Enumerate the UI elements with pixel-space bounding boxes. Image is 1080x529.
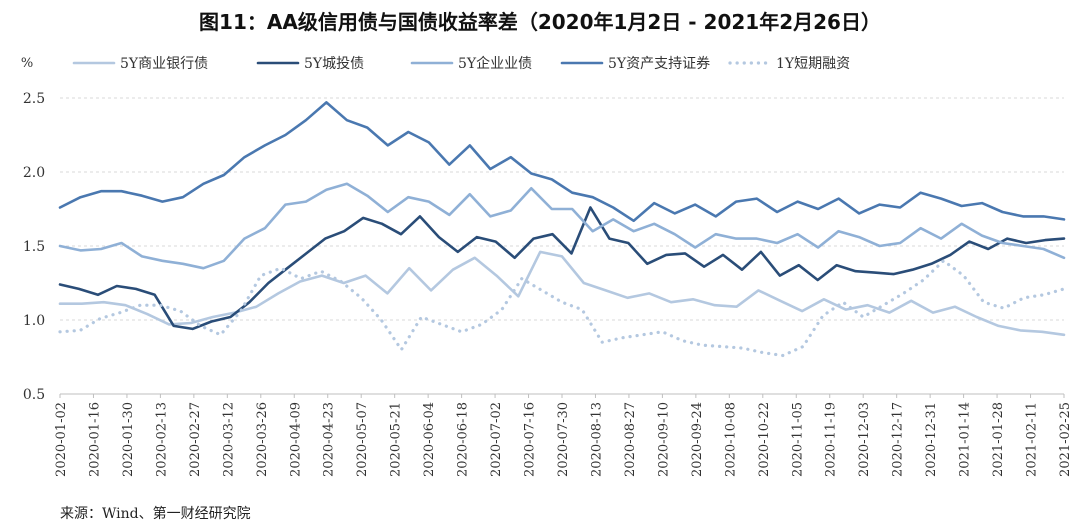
- y-tick-label: 2.0: [23, 165, 45, 181]
- x-tick-label: 2020-05-07: [355, 402, 370, 477]
- y-tick-label: 0.5: [23, 387, 45, 403]
- x-tick-label: 2020-04-09: [288, 402, 303, 477]
- series-group: [58, 101, 1066, 358]
- x-tick-label: 2020-11-19: [824, 402, 839, 477]
- legend-label: 5Y城投债: [304, 56, 364, 72]
- series-line-5: [58, 259, 1066, 358]
- source-note: 来源：Wind、第一财经研究院: [60, 506, 251, 522]
- x-tick-label: 2020-11-05: [790, 402, 805, 477]
- y-unit-label: %: [21, 56, 33, 71]
- series-line-1: [58, 250, 1066, 337]
- x-tick-label: 2020-12-17: [891, 402, 906, 477]
- x-tick-label: 2020-02-27: [188, 402, 203, 477]
- legend-label: 5Y资产支持证券: [608, 56, 710, 72]
- x-tick-label: 2020-09-24: [690, 402, 705, 477]
- x-tick-label: 2020-07-30: [556, 402, 571, 477]
- x-tick-label: 2020-08-27: [623, 402, 638, 477]
- series-line-3: [58, 182, 1066, 270]
- x-tick-label: 2020-06-04: [422, 402, 437, 477]
- x-tick-label: 2020-01-30: [121, 402, 136, 477]
- x-tick-label: 2021-01-28: [991, 402, 1006, 477]
- x-tick-label: 2020-03-12: [221, 402, 236, 477]
- y-axis: 0.5 1.0 1.5 2.0 2.5%: [21, 56, 45, 403]
- x-tick-label: 2020-03-26: [255, 402, 270, 477]
- x-tick-label: 2020-08-13: [589, 402, 604, 477]
- y-tick-label: 1.0: [23, 313, 45, 329]
- spread-line-chart: 0.51.01.52.02.5% 2020-01-02 2020-01-16 202…: [21, 55, 1073, 477]
- series-line-2: [58, 206, 1066, 331]
- x-axis: 2020-01-02 2020-01-16 2020-01-30 2020-02-13…: [54, 393, 1073, 477]
- x-tick-label: 2020-12-31: [924, 402, 939, 477]
- x-tick-label: 2020-07-02: [489, 402, 504, 477]
- x-tick-label: 2021-02-25: [1058, 402, 1073, 477]
- x-tick-label: 2020-10-22: [757, 402, 772, 477]
- y-tick-label: 1.5: [23, 239, 45, 255]
- legend-label: 5Y商业银行债: [120, 56, 208, 72]
- series-line-4: [58, 101, 1066, 223]
- x-tick-label: 2020-07-16: [523, 402, 538, 477]
- x-tick-label: 2020-10-08: [723, 402, 738, 477]
- x-tick-label: 2021-01-14: [958, 402, 973, 477]
- x-tick-label: 2020-06-18: [456, 402, 471, 477]
- x-tick-label: 2020-05-21: [389, 402, 404, 477]
- x-tick-label: 2020-02-13: [154, 402, 169, 477]
- gridlines: [60, 97, 1064, 395]
- x-tick-label: 2020-09-10: [656, 402, 671, 477]
- legend-label: 5Y企业业债: [458, 55, 532, 72]
- x-tick-label: 2020-01-16: [87, 402, 102, 477]
- x-tick-label: 2020-01-02: [54, 402, 69, 477]
- x-tick-label: 2020-04-23: [322, 402, 337, 477]
- legend: 5Y商业银行债 5Y城投债 5Y企业业债 5Y资产支持证券 1Y短期融资: [72, 55, 850, 72]
- legend-label: 1Y短期融资: [776, 56, 850, 72]
- y-tick-label: 2.5: [23, 91, 45, 107]
- x-tick-label: 2020-12-03: [857, 402, 872, 477]
- chart-title: 图11：AA级信用债与国债收益率差（2020年1月2日 - 2021年2月26日…: [199, 10, 881, 34]
- x-tick-label: 2021-02-11: [1025, 402, 1040, 477]
